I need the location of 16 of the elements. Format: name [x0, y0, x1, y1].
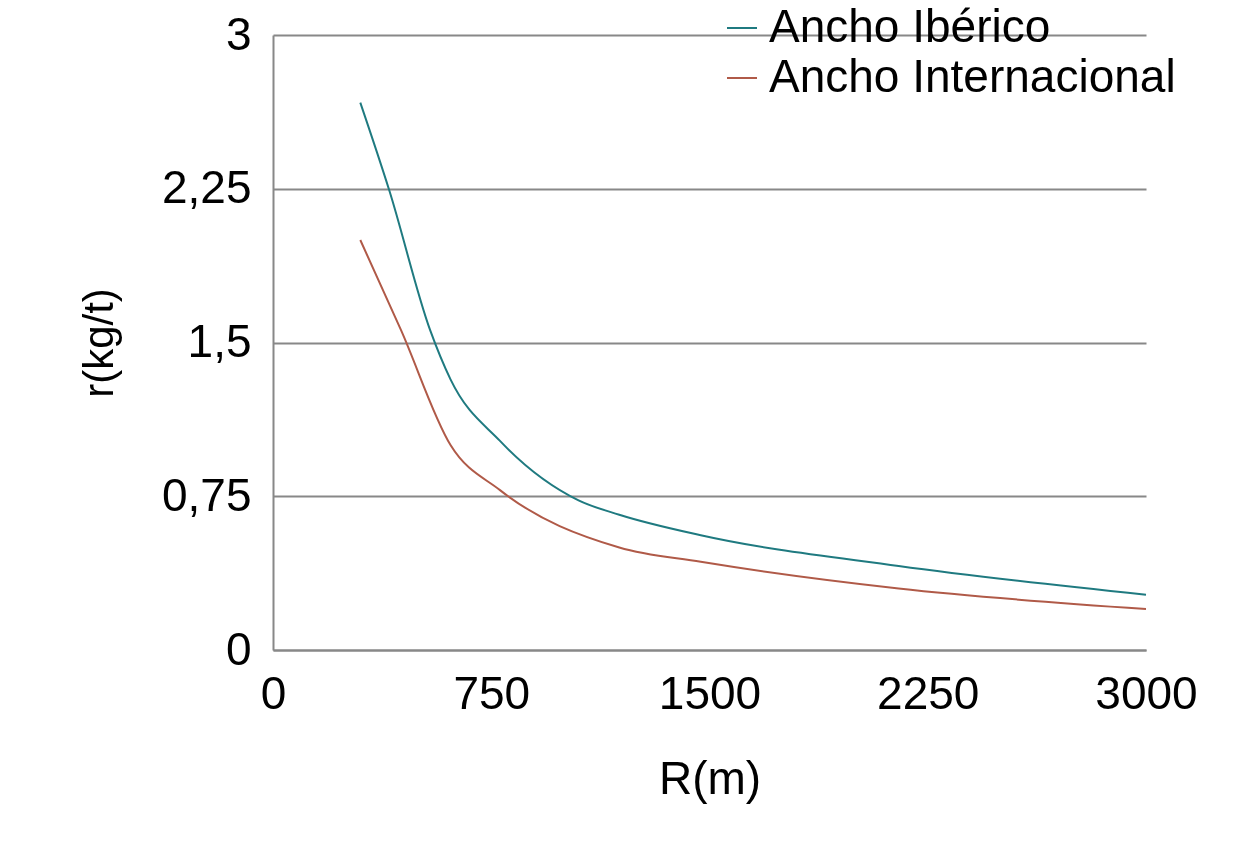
x-tick-label: 3000 [1095, 666, 1198, 719]
x-tick-label: 2250 [877, 666, 980, 719]
y-tick-label: 0 [225, 622, 252, 675]
line-series [359, 239, 1147, 610]
y-tick-label: 3 [225, 7, 252, 60]
legend-label: Ancho Ibérico [769, 0, 1051, 52]
x-axis-title: R(m) [658, 751, 762, 804]
y-axis-title: r(kg/t) [74, 288, 122, 398]
y-tick-label: 2,25 [161, 161, 252, 214]
legend-label: Ancho Internacional [769, 50, 1176, 102]
x-tick-label: 0 [260, 666, 287, 719]
x-tick-label: 750 [453, 666, 531, 719]
y-tick-label: 1,5 [187, 315, 252, 367]
line-series [359, 101, 1147, 596]
y-tick-label: 0,75 [161, 468, 252, 521]
x-tick-label: 1500 [658, 666, 762, 719]
